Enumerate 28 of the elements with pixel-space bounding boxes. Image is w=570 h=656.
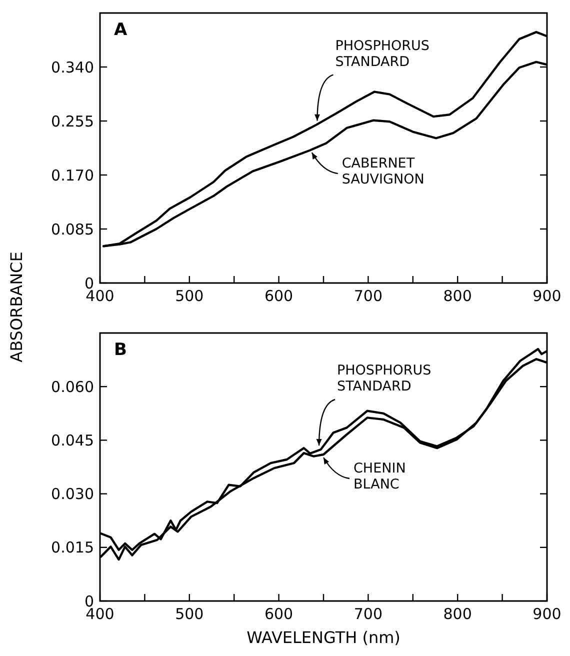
y-axis-title: ABSORBANCE xyxy=(7,252,26,362)
y-tick-label: 0.340 xyxy=(51,58,94,76)
annotation: CHENIN BLANC xyxy=(354,460,406,492)
x-axis-title: WAVELENGTH (nm) xyxy=(246,628,400,647)
y-tick-label: 0.015 xyxy=(51,538,94,557)
x-tick-label: 600 xyxy=(264,287,294,305)
x-tick-label: 700 xyxy=(354,605,383,623)
x-tick-label: 700 xyxy=(354,287,383,305)
x-tick-label: 900 xyxy=(532,287,562,305)
annotation: CABERNET SAUVIGNON xyxy=(342,156,424,188)
y-tick-label: 0.045 xyxy=(51,431,94,450)
y-tick-label: 0.060 xyxy=(51,378,94,396)
x-tick-label: 500 xyxy=(175,605,204,623)
y-tick-label: 0.085 xyxy=(51,220,94,238)
x-tick-label: 800 xyxy=(443,287,472,305)
x-tick-label: 900 xyxy=(532,605,562,623)
annotation: PHOSPHORUS STANDARD xyxy=(335,38,430,70)
y-tick-label: 0.255 xyxy=(51,112,94,130)
chart-title: B xyxy=(114,340,127,360)
annotation: PHOSPHORUS STANDARD xyxy=(337,362,432,394)
x-tick-label: 500 xyxy=(175,287,204,305)
x-tick-label: 400 xyxy=(86,605,114,623)
chart-title: A xyxy=(114,20,128,40)
y-tick-label: 0.170 xyxy=(51,166,94,184)
x-tick-label: 400 xyxy=(86,287,114,305)
x-tick-label: 600 xyxy=(264,605,294,623)
y-tick-label: 0.030 xyxy=(51,485,94,504)
x-tick-label: 800 xyxy=(443,605,472,623)
